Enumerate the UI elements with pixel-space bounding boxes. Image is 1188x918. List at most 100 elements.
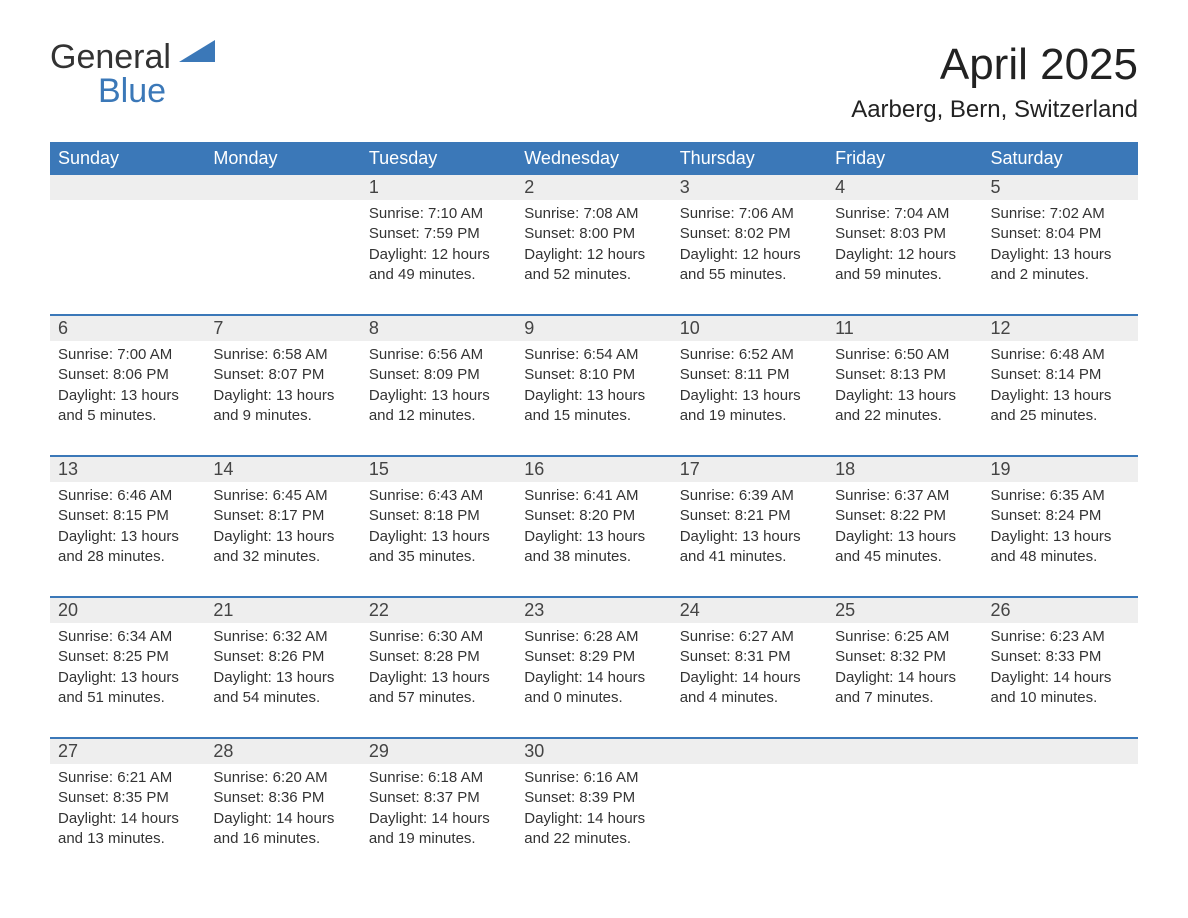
sunrise-text: Sunrise: 6:34 AM	[58, 627, 197, 647]
day-number	[50, 175, 205, 200]
day-number: 15	[361, 457, 516, 482]
sunrise-text: Sunrise: 6:30 AM	[369, 627, 508, 647]
week-content-row: Sunrise: 7:00 AMSunset: 8:06 PMDaylight:…	[50, 341, 1138, 437]
day-cell: Sunrise: 7:08 AMSunset: 8:00 PMDaylight:…	[516, 200, 671, 296]
sunset-text: Sunset: 8:00 PM	[524, 224, 663, 244]
day-number: 13	[50, 457, 205, 482]
sunset-text: Sunset: 8:29 PM	[524, 647, 663, 667]
sunset-text: Sunset: 8:03 PM	[835, 224, 974, 244]
sunrise-text: Sunrise: 6:50 AM	[835, 345, 974, 365]
day-cell: Sunrise: 7:02 AMSunset: 8:04 PMDaylight:…	[983, 200, 1138, 296]
calendar-header-row: Sunday Monday Tuesday Wednesday Thursday…	[50, 142, 1138, 175]
day-cell: Sunrise: 7:04 AMSunset: 8:03 PMDaylight:…	[827, 200, 982, 296]
day-number: 4	[827, 175, 982, 200]
week-block: 27282930Sunrise: 6:21 AMSunset: 8:35 PMD…	[50, 739, 1138, 860]
day-number	[205, 175, 360, 200]
day-number: 30	[516, 739, 671, 764]
sunset-text: Sunset: 8:11 PM	[680, 365, 819, 385]
sunrise-text: Sunrise: 6:37 AM	[835, 486, 974, 506]
sunrise-text: Sunrise: 6:23 AM	[991, 627, 1130, 647]
sunrise-text: Sunrise: 6:52 AM	[680, 345, 819, 365]
weeks-container: 12345Sunrise: 7:10 AMSunset: 7:59 PMDayl…	[50, 175, 1138, 860]
sunrise-text: Sunrise: 6:28 AM	[524, 627, 663, 647]
daylight-text: Daylight: 14 hours and 19 minutes.	[369, 809, 508, 850]
daylight-text: Daylight: 13 hours and 22 minutes.	[835, 386, 974, 427]
day-cell: Sunrise: 6:21 AMSunset: 8:35 PMDaylight:…	[50, 764, 205, 860]
day-number	[672, 739, 827, 764]
daylight-text: Daylight: 13 hours and 5 minutes.	[58, 386, 197, 427]
sunrise-text: Sunrise: 7:02 AM	[991, 204, 1130, 224]
daylight-text: Daylight: 13 hours and 38 minutes.	[524, 527, 663, 568]
daylight-text: Daylight: 12 hours and 55 minutes.	[680, 245, 819, 286]
day-cell: Sunrise: 6:56 AMSunset: 8:09 PMDaylight:…	[361, 341, 516, 437]
daylight-text: Daylight: 13 hours and 19 minutes.	[680, 386, 819, 427]
sunrise-text: Sunrise: 7:10 AM	[369, 204, 508, 224]
day-number: 11	[827, 316, 982, 341]
week-block: 12345Sunrise: 7:10 AMSunset: 7:59 PMDayl…	[50, 175, 1138, 296]
sunset-text: Sunset: 8:22 PM	[835, 506, 974, 526]
sunrise-text: Sunrise: 6:45 AM	[213, 486, 352, 506]
day-number: 3	[672, 175, 827, 200]
sunrise-text: Sunrise: 6:18 AM	[369, 768, 508, 788]
sunset-text: Sunset: 8:18 PM	[369, 506, 508, 526]
title-block: April 2025 Aarberg, Bern, Switzerland	[851, 40, 1138, 124]
sunset-text: Sunset: 8:32 PM	[835, 647, 974, 667]
daylight-text: Daylight: 13 hours and 51 minutes.	[58, 668, 197, 709]
daylight-text: Daylight: 13 hours and 41 minutes.	[680, 527, 819, 568]
day-number: 10	[672, 316, 827, 341]
day-cell: Sunrise: 6:25 AMSunset: 8:32 PMDaylight:…	[827, 623, 982, 719]
daylight-text: Daylight: 14 hours and 7 minutes.	[835, 668, 974, 709]
daylight-text: Daylight: 12 hours and 59 minutes.	[835, 245, 974, 286]
day-number-bar: 27282930	[50, 739, 1138, 764]
day-header: Friday	[827, 142, 982, 175]
day-number: 9	[516, 316, 671, 341]
sunrise-text: Sunrise: 6:32 AM	[213, 627, 352, 647]
day-cell	[205, 200, 360, 296]
sunset-text: Sunset: 8:04 PM	[991, 224, 1130, 244]
sunrise-text: Sunrise: 6:41 AM	[524, 486, 663, 506]
day-number: 19	[983, 457, 1138, 482]
daylight-text: Daylight: 13 hours and 35 minutes.	[369, 527, 508, 568]
daylight-text: Daylight: 14 hours and 4 minutes.	[680, 668, 819, 709]
daylight-text: Daylight: 13 hours and 9 minutes.	[213, 386, 352, 427]
day-number: 20	[50, 598, 205, 623]
week-content-row: Sunrise: 6:46 AMSunset: 8:15 PMDaylight:…	[50, 482, 1138, 578]
day-number-bar: 6789101112	[50, 316, 1138, 341]
page-title: April 2025	[851, 40, 1138, 90]
day-cell: Sunrise: 7:06 AMSunset: 8:02 PMDaylight:…	[672, 200, 827, 296]
sunset-text: Sunset: 8:26 PM	[213, 647, 352, 667]
sunrise-text: Sunrise: 6:43 AM	[369, 486, 508, 506]
sunset-text: Sunset: 8:31 PM	[680, 647, 819, 667]
day-number: 24	[672, 598, 827, 623]
week-block: 6789101112Sunrise: 7:00 AMSunset: 8:06 P…	[50, 316, 1138, 437]
day-number	[983, 739, 1138, 764]
daylight-text: Daylight: 14 hours and 10 minutes.	[991, 668, 1130, 709]
day-cell: Sunrise: 6:20 AMSunset: 8:36 PMDaylight:…	[205, 764, 360, 860]
sunset-text: Sunset: 8:15 PM	[58, 506, 197, 526]
day-cell: Sunrise: 6:52 AMSunset: 8:11 PMDaylight:…	[672, 341, 827, 437]
day-header: Monday	[205, 142, 360, 175]
sunset-text: Sunset: 8:39 PM	[524, 788, 663, 808]
sunrise-text: Sunrise: 6:16 AM	[524, 768, 663, 788]
day-number-bar: 13141516171819	[50, 457, 1138, 482]
sunrise-text: Sunrise: 7:08 AM	[524, 204, 663, 224]
day-header: Sunday	[50, 142, 205, 175]
day-cell: Sunrise: 6:41 AMSunset: 8:20 PMDaylight:…	[516, 482, 671, 578]
sunrise-text: Sunrise: 7:06 AM	[680, 204, 819, 224]
day-number: 23	[516, 598, 671, 623]
sunset-text: Sunset: 8:25 PM	[58, 647, 197, 667]
day-number: 25	[827, 598, 982, 623]
day-cell	[672, 764, 827, 860]
week-content-row: Sunrise: 6:34 AMSunset: 8:25 PMDaylight:…	[50, 623, 1138, 719]
day-number: 2	[516, 175, 671, 200]
day-cell: Sunrise: 7:00 AMSunset: 8:06 PMDaylight:…	[50, 341, 205, 437]
week-block: 13141516171819Sunrise: 6:46 AMSunset: 8:…	[50, 457, 1138, 578]
day-number: 21	[205, 598, 360, 623]
sunset-text: Sunset: 8:37 PM	[369, 788, 508, 808]
day-number: 16	[516, 457, 671, 482]
logo-text-line2: Blue	[98, 74, 166, 108]
daylight-text: Daylight: 13 hours and 12 minutes.	[369, 386, 508, 427]
sunset-text: Sunset: 8:13 PM	[835, 365, 974, 385]
day-cell: Sunrise: 6:23 AMSunset: 8:33 PMDaylight:…	[983, 623, 1138, 719]
day-cell: Sunrise: 6:27 AMSunset: 8:31 PMDaylight:…	[672, 623, 827, 719]
